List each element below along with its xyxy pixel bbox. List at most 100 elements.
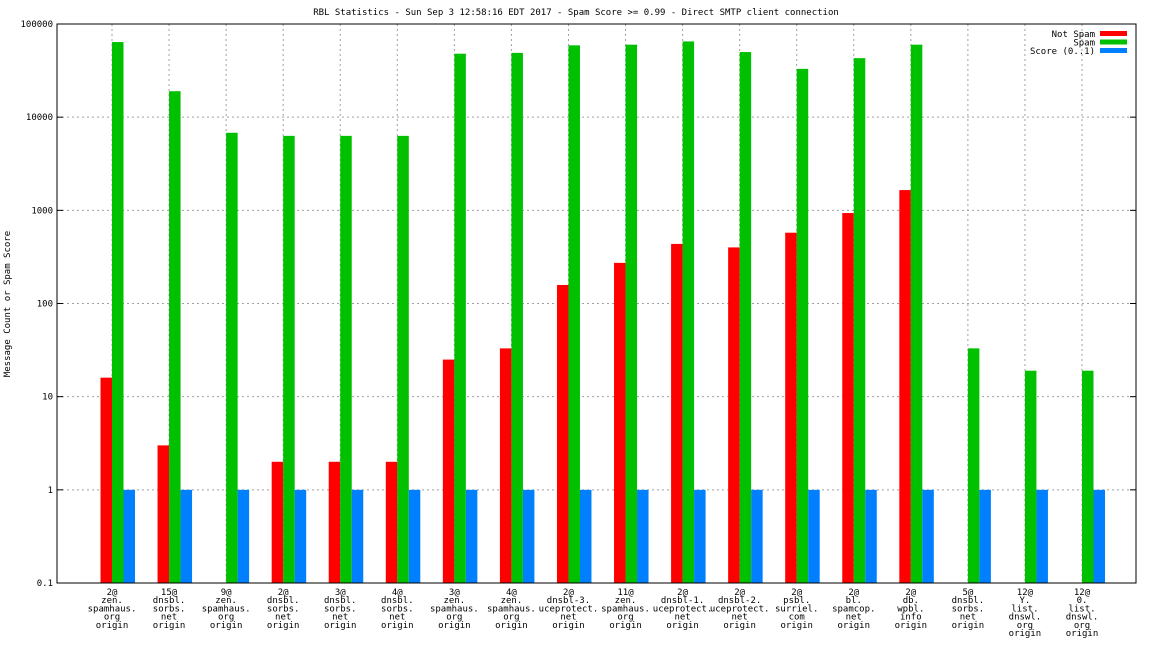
bar-score-0-1: [408, 489, 421, 583]
x-tick-label: org: [104, 613, 120, 623]
x-tick-label: net: [846, 613, 862, 623]
bar-score-0-1: [237, 489, 250, 583]
x-tick-label: zen.: [444, 596, 466, 606]
bar-spam: [568, 45, 580, 584]
bar-spam: [796, 68, 809, 583]
x-tick-label: sorbs.: [267, 604, 300, 614]
x-tick-label: zen.: [615, 596, 637, 606]
bar-score-0-1: [180, 489, 193, 583]
x-tick-label: net: [732, 613, 748, 623]
x-tick-label: net: [389, 613, 405, 623]
y-tick-label: 1000: [31, 206, 53, 216]
y-tick-label: 1: [48, 486, 53, 496]
x-tick-label: 0.: [1077, 596, 1088, 606]
x-tick-label: spamhaus.: [88, 604, 137, 614]
bar-spam: [112, 42, 124, 584]
bar-score-0-1: [1036, 489, 1048, 583]
x-tick-label: org: [1017, 621, 1033, 631]
x-tick-label: uceprotect.: [710, 604, 770, 614]
x-tick-label: 5@: [962, 588, 973, 598]
bar-score-0-1: [294, 489, 307, 583]
x-tick-label: origin: [666, 621, 699, 631]
x-tick-label: origin: [952, 621, 985, 631]
x-tick-label: origin: [780, 621, 813, 631]
bar-spam: [1082, 370, 1094, 583]
bar-spam: [1024, 370, 1037, 583]
bar-score-0-1: [637, 489, 649, 583]
x-tick-label: dnsbl.: [153, 596, 186, 606]
legend-swatch: [1100, 39, 1127, 45]
x-tick-label: org: [503, 613, 519, 623]
x-tick-label: net: [560, 613, 576, 623]
bar-not-spam: [442, 359, 455, 583]
bar-not-spam: [385, 461, 398, 583]
bar-score-0-1: [123, 489, 135, 583]
x-tick-label: origin: [1066, 629, 1099, 639]
bar-not-spam: [499, 348, 512, 583]
x-tick-label: psbl.: [783, 596, 810, 606]
x-tick-label: sorbs.: [381, 604, 414, 614]
x-tick-label: origin: [324, 621, 357, 631]
x-tick-label: dnsbl.: [952, 596, 985, 606]
bar-spam: [910, 44, 923, 584]
bar-spam: [853, 58, 866, 584]
bar-not-spam: [785, 232, 797, 583]
bar-score-0-1: [522, 489, 535, 583]
x-tick-label: net: [674, 613, 690, 623]
bar-spam: [169, 91, 181, 584]
x-tick-label: info: [900, 613, 922, 623]
x-tick-label: 15@: [161, 588, 178, 598]
x-tick-label: spamcop.: [832, 604, 875, 614]
x-tick-label: com: [789, 613, 805, 623]
x-tick-label: dnsbl-1.: [661, 596, 704, 606]
x-tick-label: origin: [381, 621, 414, 631]
x-tick-label: uceprotect.: [653, 604, 713, 614]
x-tick-label: 12@: [1074, 588, 1091, 598]
bar-score-0-1: [922, 489, 934, 583]
bar-not-spam: [328, 461, 341, 583]
x-tick-label: 2@: [905, 588, 916, 598]
x-tick-label: sorbs.: [153, 604, 186, 614]
x-tick-label: origin: [96, 621, 129, 631]
x-tick-label: 3@: [335, 588, 346, 598]
x-tick-label: surriel.: [775, 604, 818, 614]
chart-title: RBL Statistics - Sun Sep 3 12:58:16 EDT …: [313, 8, 839, 18]
bar-score-0-1: [865, 489, 877, 583]
bar-not-spam: [157, 445, 170, 583]
x-tick-label: spamhaus.: [487, 604, 536, 614]
bar-score-0-1: [465, 489, 478, 583]
bar-score-0-1: [751, 489, 763, 583]
x-tick-label: net: [332, 613, 348, 623]
x-tick-label: 2@: [107, 588, 118, 598]
x-tick-label: spamhaus.: [601, 604, 650, 614]
bar-spam: [454, 53, 466, 583]
x-tick-label: dnsbl-2.: [718, 596, 761, 606]
bar-not-spam: [100, 377, 112, 583]
x-tick-label: zen.: [215, 596, 237, 606]
x-tick-label: dnswl.: [1009, 613, 1042, 623]
x-tick-label: list.: [1068, 604, 1095, 614]
x-tick-label: org: [218, 613, 234, 623]
bar-score-0-1: [351, 489, 364, 583]
x-tick-label: 4@: [506, 588, 517, 598]
x-tick-label: origin: [552, 621, 585, 631]
x-tick-label: 12@: [1017, 588, 1034, 598]
x-tick-label: sorbs.: [324, 604, 357, 614]
bar-spam: [739, 52, 752, 583]
x-tick-label: origin: [838, 621, 871, 631]
x-tick-label: origin: [153, 621, 186, 631]
bar-not-spam: [614, 262, 626, 583]
legend-label: Spam: [1073, 39, 1095, 49]
x-tick-label: uceprotect.: [539, 604, 599, 614]
x-tick-label: 11@: [617, 588, 634, 598]
x-tick-label: origin: [495, 621, 528, 631]
x-tick-label: origin: [723, 621, 756, 631]
bar-spam: [340, 135, 352, 583]
x-tick-label: 4@: [392, 588, 403, 598]
x-tick-label: 2@: [677, 588, 688, 598]
y-axis-label: Message Count or Spam Score: [3, 231, 13, 377]
legend-swatch: [1100, 31, 1127, 36]
bar-score-0-1: [579, 489, 592, 583]
bar-spam: [511, 52, 523, 583]
